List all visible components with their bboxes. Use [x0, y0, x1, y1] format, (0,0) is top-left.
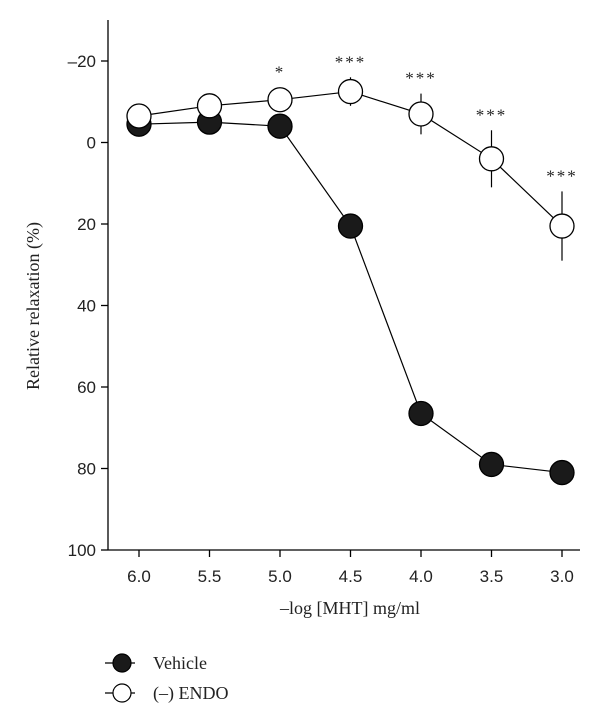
legend-marker-endo: [112, 683, 132, 703]
x-tick-label: 3.0: [550, 567, 574, 586]
y-tick-label: 20: [77, 215, 96, 234]
x-tick-label: 5.5: [198, 567, 222, 586]
data-point-endo: [337, 78, 364, 105]
legend-label-endo: (–) ENDO: [153, 683, 228, 704]
significance-label: ***: [405, 69, 437, 88]
significance-label: ***: [546, 166, 578, 185]
data-point-vehicle: [408, 400, 434, 427]
significance-label: *: [275, 63, 286, 82]
significance-label: ***: [335, 52, 367, 71]
x-tick-label: 3.5: [480, 567, 504, 586]
axes: –20 0 20 40 60 80 100 6.0 5.5 5.0 4.5 4.0 3.5 3.0: [68, 20, 580, 586]
y-tick-label: 0: [87, 134, 96, 153]
y-axis-title: Relative relaxation (%): [23, 222, 44, 390]
data-point-vehicle: [267, 113, 293, 139]
data-point-endo: [408, 101, 434, 127]
series-line-vehicle: [138, 121, 563, 474]
legend-label-vehicle: Vehicle: [153, 653, 207, 673]
x-tick-label: 5.0: [268, 567, 292, 586]
x-tick-label: 6.0: [127, 567, 151, 586]
data-point-endo: [267, 87, 293, 113]
significance-label: ***: [476, 105, 508, 124]
x-tick-label: 4.0: [409, 567, 433, 586]
x-axis-title: –log [MHT] mg/ml: [279, 598, 420, 618]
y-tick-label: –20: [68, 52, 96, 71]
legend-marker-vehicle: [112, 653, 132, 673]
y-tick-label: 100: [68, 541, 96, 560]
data-point-endo: [478, 146, 505, 172]
data-point-vehicle: [337, 213, 364, 239]
legend: Vehicle (–) ENDO: [105, 653, 228, 704]
data-point-vehicle: [549, 459, 575, 486]
data-point-endo: [126, 103, 152, 129]
series-layer: [126, 77, 575, 486]
data-point-endo: [196, 93, 223, 119]
y-tick-label: 80: [77, 460, 96, 479]
annotation-layer: *************: [275, 52, 578, 185]
data-point-endo: [549, 213, 575, 239]
x-tick-label: 4.5: [339, 567, 363, 586]
y-tick-label: 60: [77, 378, 96, 397]
y-tick-label: 40: [77, 297, 96, 316]
data-point-vehicle: [478, 451, 505, 478]
